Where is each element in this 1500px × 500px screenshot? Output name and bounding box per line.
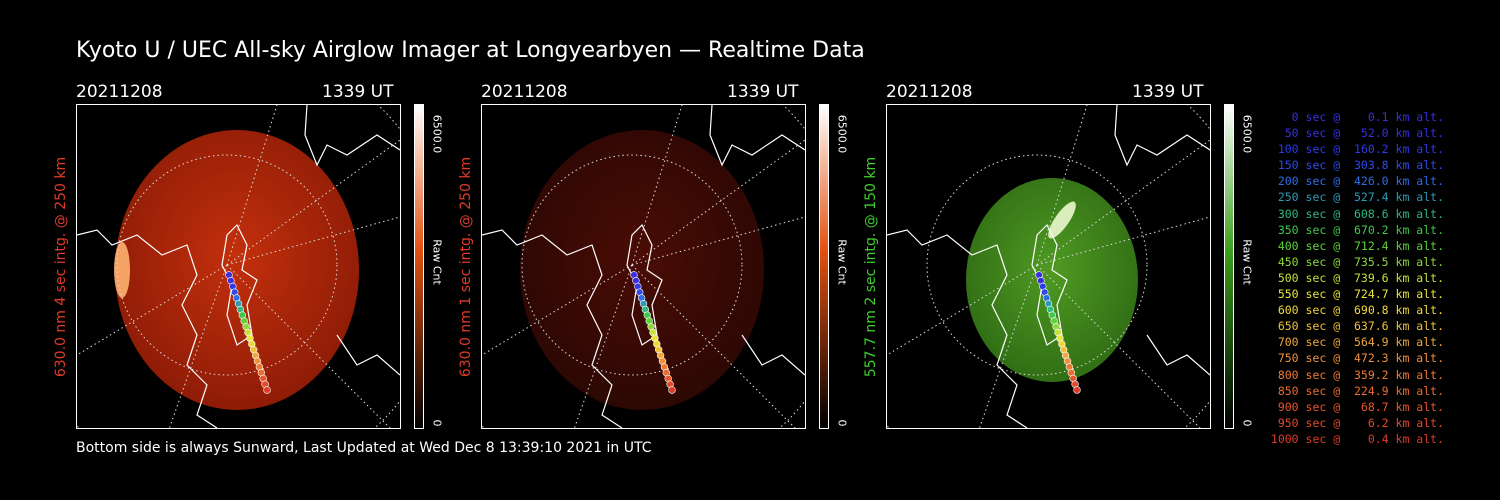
track-point: [668, 386, 676, 394]
altitude-legend: 0 sec @ 0.1 km alt. 50 sec @ 52.0 km alt…: [1262, 110, 1444, 448]
legend-row: 700 sec @ 564.9 km alt.: [1270, 335, 1444, 350]
legend-row: 250 sec @ 527.4 km alt.: [1270, 190, 1444, 205]
colorbar-min: 0: [1240, 419, 1254, 427]
colorbar: [414, 104, 424, 429]
legend-row: 800 sec @ 359.2 km alt.: [1270, 367, 1444, 382]
track-point: [1073, 386, 1081, 394]
satellite-track: [630, 271, 676, 394]
colorbar: [819, 104, 829, 429]
allsky-image: [77, 105, 400, 428]
panel-630-4sec: 20211208 1339 UT 630.0 nm 4 sec intg. @ …: [53, 82, 496, 432]
page-title: Kyoto U / UEC All-sky Airglow Imager at …: [76, 38, 865, 63]
legend-row: 750 sec @ 472.3 km alt.: [1270, 351, 1444, 366]
satellite-track: [1035, 271, 1081, 394]
colorbar-min: 0: [835, 419, 849, 427]
legend-row: 0 sec @ 0.1 km alt.: [1270, 110, 1444, 124]
panel-557-2sec: 20211208 1339 UT 557.7 nm 2 sec intg. @ …: [863, 82, 1306, 432]
map-grid: [77, 105, 400, 428]
satellite-track: [225, 271, 271, 394]
colorbar: [1224, 104, 1234, 429]
legend-row: 200 sec @ 426.0 km alt.: [1270, 174, 1444, 189]
legend-row: 900 sec @ 68.7 km alt.: [1270, 399, 1444, 414]
colorbar-max: 6500.0: [1240, 114, 1254, 154]
panel-time: 1339 UT: [727, 82, 799, 102]
colorbar-min: 0: [430, 419, 444, 427]
legend-row: 950 sec @ 6.2 km alt.: [1270, 415, 1444, 430]
legend-row: 100 sec @ 160.2 km alt.: [1270, 142, 1444, 157]
colorbar-label: Raw Cnt: [430, 239, 444, 285]
panel-date: 20211208: [76, 82, 163, 102]
map-grid: [887, 105, 1210, 428]
legend-row: 850 sec @ 224.9 km alt.: [1270, 383, 1444, 398]
allsky-image-frame: [886, 104, 1211, 429]
allsky-image: [887, 105, 1210, 428]
allsky-disc: [115, 130, 359, 410]
track-point: [263, 386, 271, 394]
aurora-patch: [1048, 201, 1076, 239]
legend-row: 650 sec @ 637.6 km alt.: [1270, 319, 1444, 334]
colorbar-max: 6500.0: [835, 114, 849, 154]
panel-ylabel: 630.0 nm 4 sec intg. @ 250 km: [53, 156, 69, 377]
legend-row: 550 sec @ 724.7 km alt.: [1270, 287, 1444, 302]
panel-630-1sec: 20211208 1339 UT 630.0 nm 1 sec intg. @ …: [458, 82, 901, 432]
footer-note: Bottom side is always Sunward, Last Upda…: [76, 440, 652, 456]
panel-date: 20211208: [481, 82, 568, 102]
legend-row: 400 sec @ 712.4 km alt.: [1270, 238, 1444, 253]
map-grid: [482, 105, 805, 428]
allsky-disc: [966, 178, 1138, 382]
panel-ylabel: 557.7 nm 2 sec intg. @ 150 km: [863, 156, 879, 377]
legend-row: 50 sec @ 52.0 km alt.: [1270, 126, 1444, 141]
colorbar-label: Raw Cnt: [835, 239, 849, 285]
panel-ylabel: 630.0 nm 1 sec intg. @ 250 km: [458, 156, 474, 377]
panel-time: 1339 UT: [322, 82, 394, 102]
legend-row: 600 sec @ 690.8 km alt.: [1270, 303, 1444, 318]
panel-date: 20211208: [886, 82, 973, 102]
legend-row: 450 sec @ 735.5 km alt.: [1270, 254, 1444, 269]
allsky-disc: [520, 130, 764, 410]
legend-row: 150 sec @ 303.8 km alt.: [1270, 158, 1444, 173]
allsky-image-frame: [481, 104, 806, 429]
allsky-image-frame: [76, 104, 401, 429]
colorbar-label: Raw Cnt: [1240, 239, 1254, 285]
allsky-image: [482, 105, 805, 428]
legend-row: 350 sec @ 670.2 km alt.: [1270, 222, 1444, 237]
colorbar-max: 6500.0: [430, 114, 444, 154]
panel-time: 1339 UT: [1132, 82, 1204, 102]
aurora-patch: [114, 242, 130, 298]
legend-row: 1000 sec @ 0.4 km alt.: [1270, 431, 1444, 446]
legend-row: 300 sec @ 608.6 km alt.: [1270, 206, 1444, 221]
legend-row: 500 sec @ 739.6 km alt.: [1270, 270, 1444, 285]
